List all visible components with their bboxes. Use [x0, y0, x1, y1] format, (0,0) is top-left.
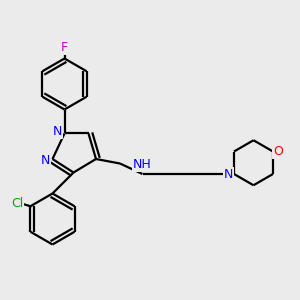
Text: NH: NH	[133, 158, 152, 171]
Text: F: F	[61, 40, 68, 54]
Text: O: O	[273, 145, 283, 158]
Text: Cl: Cl	[11, 197, 23, 210]
Text: N: N	[40, 154, 50, 167]
Text: N: N	[52, 125, 62, 139]
Text: N: N	[224, 167, 233, 181]
